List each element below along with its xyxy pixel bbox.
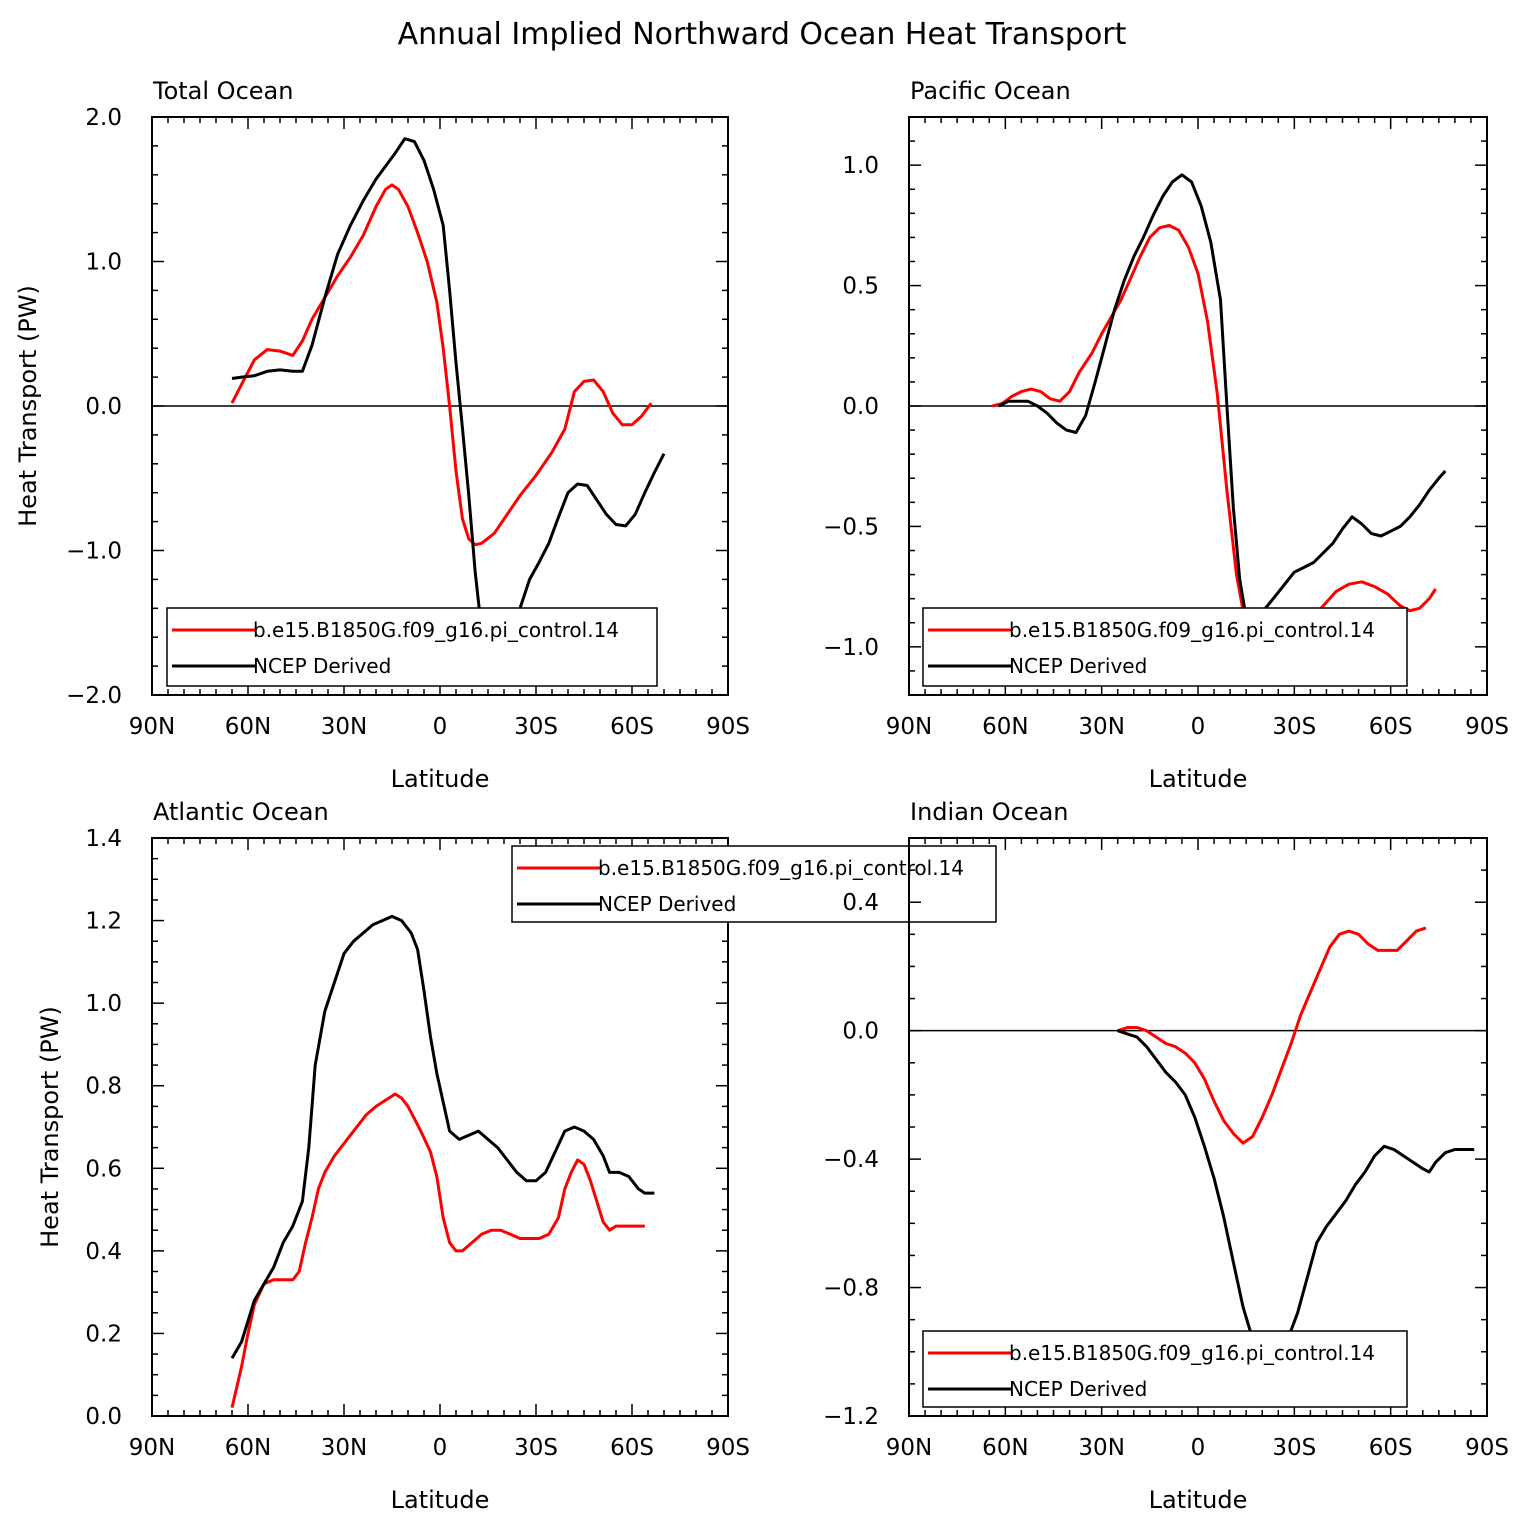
legend-label: NCEP Derived: [1009, 654, 1147, 678]
x-tick-label: 30N: [1078, 714, 1124, 740]
x-tick-label: 90S: [706, 714, 750, 740]
x-tick-label: 60N: [982, 714, 1028, 740]
panel-title: Pacific Ocean: [910, 77, 1071, 105]
x-tick-label: 90N: [886, 714, 932, 740]
x-tick-label: 60S: [1369, 1435, 1413, 1461]
ncep-series-line: [1117, 1029, 1475, 1373]
chart-panel: Total Ocean 90N 60N 30N 0 30S 60S 90S 2.0 1.0 0.0 −…: [14, 77, 750, 793]
y-tick-label: −1.2: [823, 1404, 879, 1430]
x-tick-label: 30N: [321, 714, 367, 740]
y-tick-label: 2.0: [85, 105, 122, 131]
legend-label: NCEP Derived: [1009, 1377, 1147, 1401]
x-axis-label: Latitude: [1149, 765, 1248, 793]
model-series-line: [992, 223, 1437, 658]
x-tick-label: 0: [1191, 1435, 1206, 1461]
y-tick-label: 0.2: [85, 1321, 122, 1347]
x-tick-label: 30S: [1272, 714, 1316, 740]
y-tick-label: 0.4: [85, 1239, 122, 1265]
panel-title: Atlantic Ocean: [153, 798, 329, 826]
x-axis-label: Latitude: [1149, 1486, 1248, 1514]
y-tick-label: 0.0: [842, 394, 879, 420]
x-tick-label: 90S: [706, 1435, 750, 1461]
x-axis-label: Latitude: [391, 765, 490, 793]
x-tick-label: 90N: [129, 714, 175, 740]
legend: b.e15.B1850G.f09_g16.pi_control.14 NCEP D…: [166, 607, 658, 687]
y-tick-label: −1.0: [823, 635, 879, 661]
x-tick-label: 30N: [1078, 1435, 1124, 1461]
x-tick-label: 0: [433, 714, 448, 740]
y-tick-label: −0.8: [823, 1276, 879, 1302]
legend-label: NCEP Derived: [253, 654, 391, 678]
model-series-line: [1117, 926, 1427, 1145]
y-tick-label: 1.0: [85, 991, 122, 1017]
x-axis-label: Latitude: [391, 1486, 490, 1514]
chart-panel: Indian Ocean 90N 60N 30N 0 30S 60S 90S 0.4 0.0 −0.…: [823, 798, 1509, 1514]
y-tick-label: −0.5: [823, 514, 879, 540]
legend-label: b.e15.B1850G.f09_g16.pi_control.14: [598, 856, 964, 880]
y-tick-label: −2.0: [66, 683, 122, 709]
y-tick-label: 0.5: [842, 274, 879, 300]
x-tick-label: 0: [1191, 714, 1206, 740]
y-tick-label: 0.0: [85, 394, 122, 420]
figure-title: Annual Implied Northward Ocean Heat Tran…: [398, 17, 1127, 52]
ncep-series-line: [230, 914, 655, 1359]
plot-frame: [151, 837, 729, 1417]
x-tick-label: 90S: [1465, 714, 1509, 740]
legend-label: b.e15.B1850G.f09_g16.pi_control.14: [1009, 1341, 1375, 1365]
x-tick-label: 30N: [321, 1435, 367, 1461]
y-tick-label: 1.4: [85, 826, 122, 852]
x-tick-label: 60S: [1369, 714, 1413, 740]
y-tick-label: −1.0: [66, 539, 122, 565]
legend-label: b.e15.B1850G.f09_g16.pi_control.14: [253, 618, 619, 642]
x-tick-label: 30S: [1272, 1435, 1316, 1461]
y-tick-label: 1.2: [85, 909, 122, 935]
y-tick-label: 1.0: [85, 250, 122, 276]
x-tick-label: 90N: [886, 1435, 932, 1461]
legend-box: [922, 607, 1408, 687]
panels: Total Ocean 90N 60N 30N 0 30S 60S 90S 2.0 1.0 0.0 −…: [14, 77, 1509, 1514]
y-axis-label: Heat Transport (PW): [14, 285, 42, 527]
model-series-line: [230, 1092, 645, 1409]
chart-panel: Pacific Ocean 90N 60N 30N 0 30S 60S 90S 1.0 0.5 0.…: [823, 77, 1509, 793]
legend-label: b.e15.B1850G.f09_g16.pi_control.14: [1009, 618, 1375, 642]
y-tick-label: 0.0: [842, 1019, 879, 1045]
x-tick-label: 30S: [514, 714, 558, 740]
legend: b.e15.B1850G.f09_g16.pi_control.14 NCEP D…: [922, 607, 1408, 687]
x-tick-label: 60N: [982, 1435, 1028, 1461]
panel-title: Indian Ocean: [910, 798, 1069, 826]
x-tick-label: 60N: [225, 1435, 271, 1461]
x-tick-label: 60N: [225, 714, 271, 740]
chart-panel: Atlantic Ocean 90N 60N 30N 0 30S 60S 90S 1.4 1.2 1…: [36, 798, 997, 1514]
x-tick-label: 0: [433, 1435, 448, 1461]
y-tick-label: −0.4: [823, 1147, 879, 1173]
y-tick-label: 0.0: [85, 1404, 122, 1430]
y-tick-label: 1.0: [842, 153, 879, 179]
y-tick-label: 0.8: [85, 1074, 122, 1100]
legend: b.e15.B1850G.f09_g16.pi_control.14 NCEP D…: [511, 845, 997, 923]
ncep-series-line: [998, 173, 1447, 630]
y-tick-label: 0.4: [842, 890, 879, 916]
y-axis-label: Heat Transport (PW): [36, 1006, 64, 1248]
x-tick-label: 30S: [514, 1435, 558, 1461]
legend-box: [166, 607, 658, 687]
legend-box: [511, 845, 997, 923]
x-tick-label: 60S: [610, 714, 654, 740]
legend: b.e15.B1850G.f09_g16.pi_control.14 NCEP D…: [922, 1330, 1408, 1408]
x-tick-label: 90S: [1465, 1435, 1509, 1461]
model-series-line: [230, 183, 653, 547]
legend-label: NCEP Derived: [598, 892, 736, 916]
x-tick-label: 60S: [610, 1435, 654, 1461]
y-tick-label: 0.6: [85, 1156, 122, 1182]
x-tick-label: 90N: [129, 1435, 175, 1461]
ncep-series-line: [231, 137, 666, 649]
panel-title: Total Ocean: [152, 77, 293, 105]
legend-box: [922, 1330, 1408, 1408]
